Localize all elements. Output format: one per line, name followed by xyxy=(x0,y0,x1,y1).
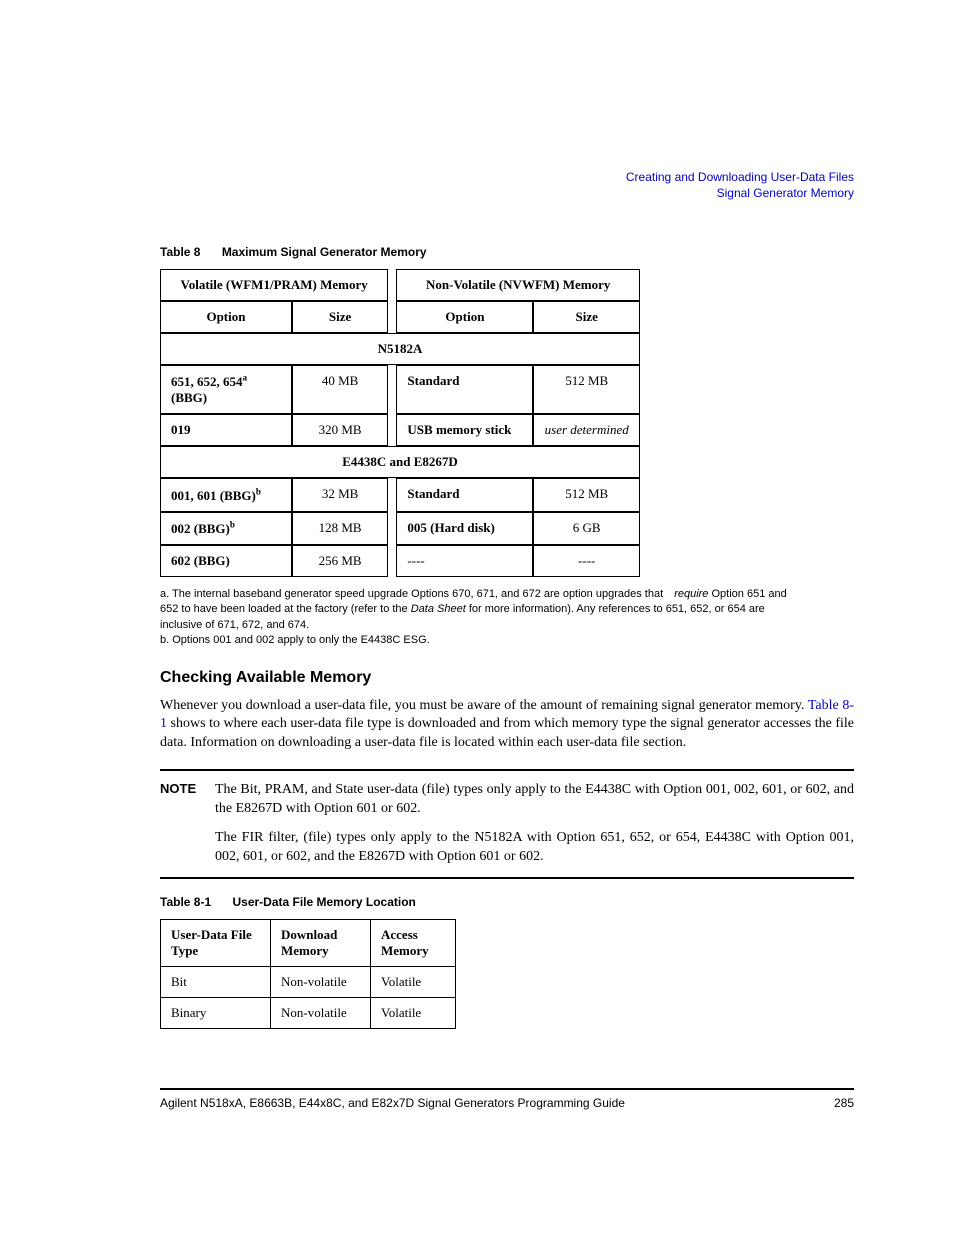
footnote-a: a. The internal baseband generator speed… xyxy=(160,587,800,633)
cell-opt2: ---- xyxy=(396,545,533,577)
para-pre: Whenever you download a user-data file, … xyxy=(160,698,808,713)
footer: Agilent N518xA, E8663B, E44x8C, and E82x… xyxy=(160,1088,854,1110)
note-label: NOTE xyxy=(160,781,215,867)
table8-title: Maximum Signal Generator Memory xyxy=(222,245,427,259)
cell-size2: 512 MB xyxy=(533,478,640,511)
cell-opt: 651, 652, 654 xyxy=(171,374,243,389)
table8-col-option-2: Option xyxy=(396,301,533,333)
table-gap xyxy=(388,545,396,577)
table8-vol-header: Volatile (WFM1/PRAM) Memory xyxy=(160,269,388,301)
footnote-a-ital: require xyxy=(674,588,708,600)
table8-col-option-1: Option xyxy=(160,301,292,333)
table8-section-2: E4438C and E8267D xyxy=(160,446,640,478)
table8: Volatile (WFM1/PRAM) Memory Non-Volatile… xyxy=(160,269,640,577)
table8-footnotes: a. The internal baseband generator speed… xyxy=(160,587,800,649)
table-row: Binary Non-volatile Volatile xyxy=(161,997,456,1028)
cell-opt2: 005 (Hard disk) xyxy=(407,520,494,535)
table8-col-size-2: Size xyxy=(533,301,640,333)
table-gap xyxy=(388,414,396,446)
cell-size2: ---- xyxy=(533,545,640,577)
table-gap xyxy=(388,365,396,414)
footnote-a-ital2: Data Sheet xyxy=(411,603,466,615)
cell-sup: b xyxy=(230,520,235,530)
table81-h3: Access Memory xyxy=(371,919,456,966)
section-heading: Checking Available Memory xyxy=(160,669,854,687)
cell-sup: b xyxy=(256,486,261,496)
header-line2: Signal Generator Memory xyxy=(717,186,854,200)
table-row: 019 320 MB USB memory stick user determi… xyxy=(160,414,640,446)
cell-type: Bit xyxy=(161,966,271,997)
cell-opt2: Standard xyxy=(407,486,459,501)
cell-type: Binary xyxy=(161,997,271,1028)
cell-access: Volatile xyxy=(371,997,456,1028)
note-block: NOTE The Bit, PRAM, and State user-data … xyxy=(160,769,854,879)
cell-opt: 001, 601 (BBG) xyxy=(171,488,256,503)
cell-opt: 602 (BBG) xyxy=(171,553,230,568)
table-row: 651, 652, 654a (BBG) 40 MB Standard 512 … xyxy=(160,365,640,414)
table81-caption: Table 8-1 User-Data File Memory Location xyxy=(160,895,854,909)
table-row: 602 (BBG) 256 MB ---- ---- xyxy=(160,545,640,577)
table81-h2: Download Memory xyxy=(271,919,371,966)
cell-access: Volatile xyxy=(371,966,456,997)
table-row: Bit Non-volatile Volatile xyxy=(161,966,456,997)
header-breadcrumb: Creating and Downloading User-Data Files… xyxy=(626,170,854,201)
cell-opt2: Standard xyxy=(407,373,459,388)
para-post: shows to where each user-data file type … xyxy=(160,716,854,750)
table8-caption: Table 8 Maximum Signal Generator Memory xyxy=(160,245,854,259)
cell-opt-tail: (BBG) xyxy=(171,390,207,405)
cell-size: 40 MB xyxy=(292,365,388,414)
body-paragraph: Whenever you download a user-data file, … xyxy=(160,697,854,754)
page-number: 285 xyxy=(834,1096,854,1110)
table-gap xyxy=(388,269,396,301)
table81: User-Data File Type Download Memory Acce… xyxy=(160,919,456,1029)
cell-size: 128 MB xyxy=(292,512,388,545)
table8-number: Table 8 xyxy=(160,245,200,259)
table-row: 002 (BBG)b 128 MB 005 (Hard disk) 6 GB xyxy=(160,512,640,545)
note-p1: The Bit, PRAM, and State user-data (file… xyxy=(215,781,854,819)
table81-title: User-Data File Memory Location xyxy=(232,895,415,909)
cell-size: 320 MB xyxy=(292,414,388,446)
note-p2: The FIR filter, (file) types only apply … xyxy=(215,829,854,867)
footnote-a-pre: a. The internal baseband generator speed… xyxy=(160,588,666,600)
cell-opt: 002 (BBG) xyxy=(171,521,230,536)
table8-nvol-header: Non-Volatile (NVWFM) Memory xyxy=(396,269,640,301)
footer-title: Agilent N518xA, E8663B, E44x8C, and E82x… xyxy=(160,1096,625,1110)
header-line1: Creating and Downloading User-Data Files xyxy=(626,170,854,184)
table81-number: Table 8-1 xyxy=(160,895,211,909)
footnote-b: b. Options 001 and 002 apply to only the… xyxy=(160,633,800,648)
table-gap xyxy=(388,478,396,511)
table8-section-1: N5182A xyxy=(160,333,640,365)
cell-size: 256 MB xyxy=(292,545,388,577)
note-body: The Bit, PRAM, and State user-data (file… xyxy=(215,781,854,867)
table-gap xyxy=(388,512,396,545)
cell-opt2: USB memory stick xyxy=(407,422,511,437)
table-row: 001, 601 (BBG)b 32 MB Standard 512 MB xyxy=(160,478,640,511)
cell-size2: 512 MB xyxy=(533,365,640,414)
cell-download: Non-volatile xyxy=(271,966,371,997)
cell-download: Non-volatile xyxy=(271,997,371,1028)
table-gap xyxy=(388,301,396,333)
cell-opt: 019 xyxy=(171,422,191,437)
cell-size2: user determined xyxy=(545,422,629,437)
table81-h1: User-Data File Type xyxy=(161,919,271,966)
table8-col-size-1: Size xyxy=(292,301,388,333)
cell-sup: a xyxy=(243,373,248,383)
cell-size: 32 MB xyxy=(292,478,388,511)
cell-size2: 6 GB xyxy=(533,512,640,545)
